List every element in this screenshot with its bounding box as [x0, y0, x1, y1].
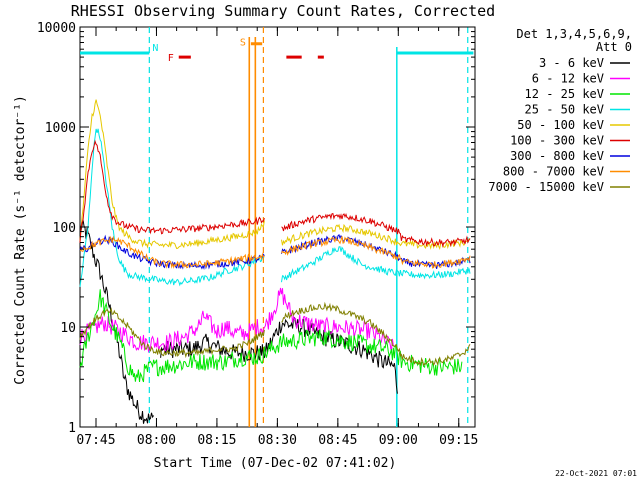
x-tick-label: 09:00	[379, 433, 418, 448]
legend-entry-label: 3 - 6 keV	[539, 56, 604, 70]
y-tick-label: 1	[68, 421, 76, 436]
series-line-4	[79, 99, 470, 250]
series-line-6	[79, 234, 471, 270]
legend-entry-label: 7000 - 15000 keV	[488, 180, 604, 194]
legend-header-1: Det 1,3,4,5,6,9,	[516, 27, 632, 41]
flare-flag-label: F	[168, 53, 174, 64]
series-layer	[79, 99, 471, 424]
chart-title: RHESSI Observing Summary Count Rates, Co…	[71, 2, 495, 20]
generation-timestamp: 22-Oct-2021 07:01	[555, 469, 637, 478]
series-line-3	[79, 128, 471, 287]
y-tick-label: 1000	[45, 121, 76, 136]
x-tick-label: 08:45	[318, 433, 357, 448]
x-tick-label: 08:00	[137, 433, 176, 448]
x-tick-label: 07:45	[76, 433, 115, 448]
axes-layer: 1 10 100 1000 10000 07:45 08:00 08:15 08:30 08:45…	[37, 21, 478, 448]
plot-border	[79, 26, 476, 428]
x-axis-label: Start Time (07-Dec-02 07:41:02)	[154, 456, 397, 471]
y-tick-label: 10	[60, 321, 76, 336]
series-line-1	[79, 287, 394, 354]
x-tick-label: 09:15	[439, 433, 478, 448]
plot-frame	[79, 26, 476, 428]
night-flag-label: N	[152, 43, 158, 54]
x-tick-label: 08:15	[197, 433, 236, 448]
flag-layer: F S N	[80, 27, 474, 427]
y-tick-label: 100	[53, 221, 76, 236]
legend-entry-label: 6 - 12 keV	[532, 72, 604, 86]
legend-entry-label: 50 - 100 keV	[517, 118, 604, 132]
series-line-2	[79, 289, 463, 383]
legend: Det 1,3,4,5,6,9, Att 0 3 - 6 keV 6 - 12 k…	[488, 27, 632, 194]
legend-entry-label: 12 - 25 keV	[525, 87, 604, 101]
legend-header-2: Att 0	[596, 40, 632, 54]
series-line-8	[79, 301, 471, 367]
legend-entry-label: 800 - 7000 keV	[503, 165, 604, 179]
legend-entry-label: 300 - 800 keV	[510, 149, 604, 163]
y-tick-label: 10000	[37, 21, 76, 36]
series-line-5	[79, 139, 471, 248]
y-axis-label: Corrected Count Rate (s⁻¹ detector⁻¹)	[13, 95, 28, 385]
legend-entry-label: 25 - 50 keV	[525, 103, 604, 117]
legend-entry-label: 100 - 300 keV	[510, 134, 604, 148]
series-line-7	[79, 235, 471, 269]
x-tick-label: 08:30	[258, 433, 297, 448]
saa-flag-label: S	[240, 38, 246, 49]
